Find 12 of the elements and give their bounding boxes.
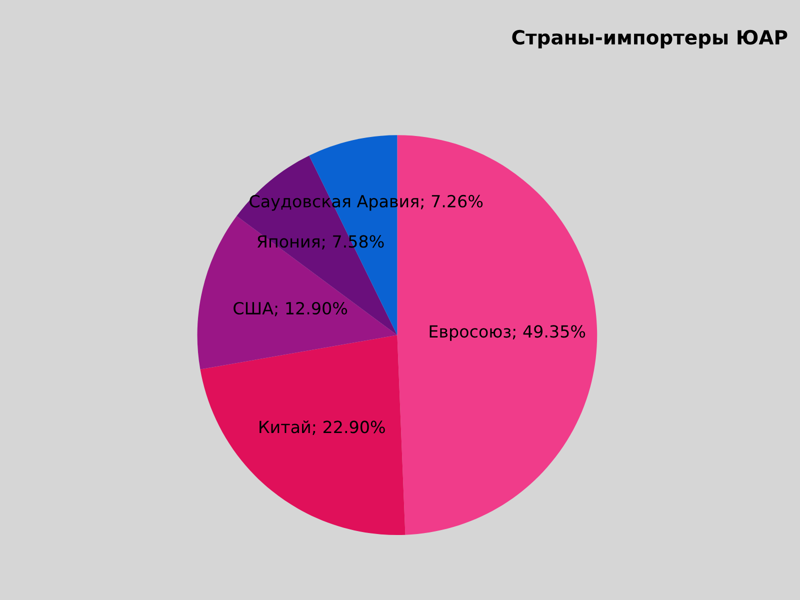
data-label: ; 7.26% <box>420 194 483 210</box>
pie-slice <box>200 335 406 535</box>
slice-label: США <box>234 302 274 315</box>
data-label: ; 49.35% <box>512 325 586 340</box>
slice-label: Япония <box>258 235 320 248</box>
data-label: ; 12.90% <box>274 302 348 316</box>
slice-label: Китай <box>260 420 310 434</box>
data-label: ; 7.58% <box>322 235 384 250</box>
slice-label: Евросоюз <box>430 325 511 341</box>
data-label: ; 22.90% <box>312 420 385 435</box>
text: Страны-импортеры ЮАР <box>512 30 788 48</box>
pie-slice <box>197 216 398 370</box>
